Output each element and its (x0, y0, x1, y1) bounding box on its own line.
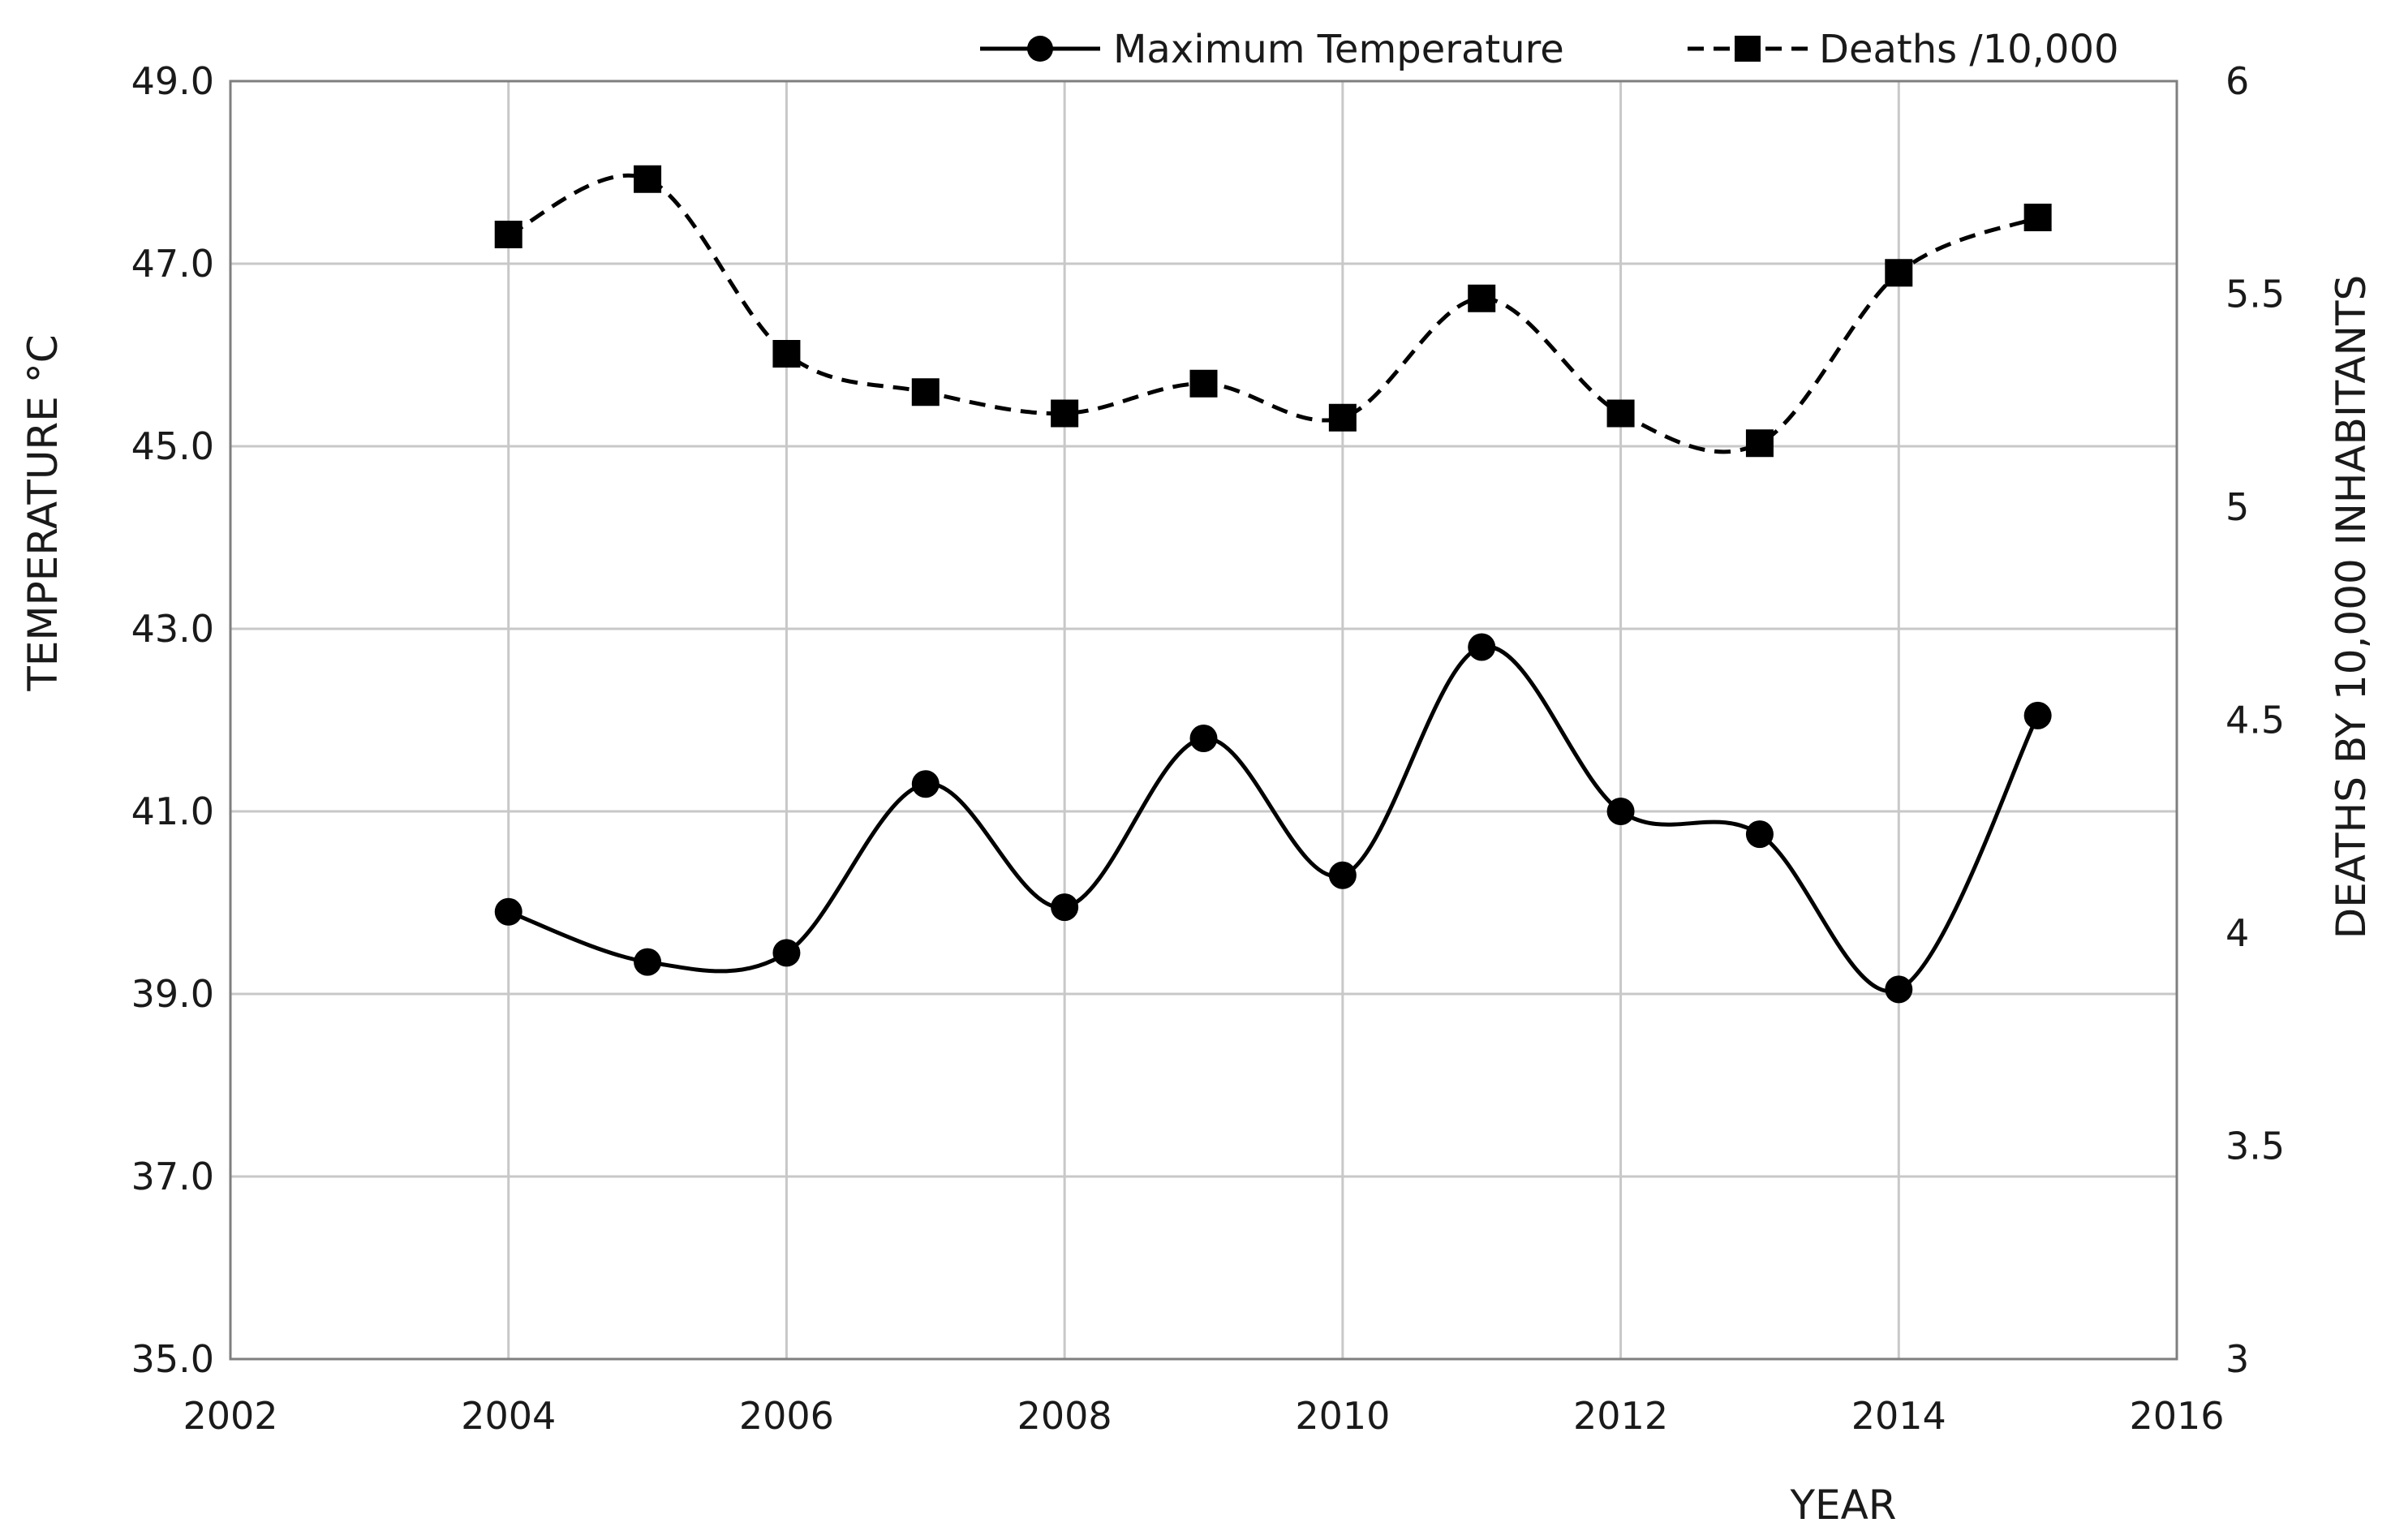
y-tick-label: 39.0 (131, 972, 214, 1016)
y-axis-title: TEMPERATURE °C (19, 334, 67, 691)
temperature-point (634, 948, 662, 976)
temperature-point (494, 897, 522, 926)
temperature-point (1328, 861, 1357, 889)
temperature-point (1885, 975, 1913, 1004)
legend-temperature-label: Maximum Temperature (1113, 27, 1564, 72)
legend-deaths-marker (1735, 36, 1761, 62)
deaths-point (494, 221, 522, 248)
y-tick-label: 49.0 (131, 59, 214, 103)
y-tick-label: 47.0 (131, 242, 214, 286)
y2-tick-label: 5.5 (2225, 273, 2285, 316)
y2-tick-label: 6 (2225, 59, 2249, 103)
x-axis-title: YEAR (1789, 1482, 1896, 1529)
temperature-point (1051, 893, 1079, 922)
y2-axis-title: DEATHS BY 10,000 INHABITANTS (2328, 275, 2375, 940)
legend-deaths-label: Deaths /10,000 (1819, 27, 2119, 72)
temperature-line (507, 644, 2040, 994)
x-tick-label: 2012 (1573, 1394, 1668, 1438)
y2-tick-label: 4.5 (2225, 699, 2285, 742)
y2-tick-label: 3 (2225, 1337, 2249, 1381)
temperature-point (2023, 701, 2052, 729)
series (494, 165, 2052, 1004)
temperature-point (1745, 820, 1774, 849)
deaths-point (1328, 403, 1357, 432)
deaths-point (911, 378, 940, 407)
deaths-line (507, 173, 2039, 454)
y-tick-label: 43.0 (131, 607, 214, 651)
temperature-point (1606, 798, 1635, 825)
y-tick-label: 45.0 (131, 424, 214, 468)
deaths-point (1468, 284, 1496, 312)
axes: 35.0 37.0 39.0 41.0 43.0 45.0 47.0 49.0 2002 2004… (131, 59, 2286, 1438)
x-tick-label: 2004 (461, 1394, 556, 1438)
series-temperature (494, 633, 2052, 1004)
x-tick-label: 2002 (183, 1394, 277, 1438)
legend-temperature-marker (1027, 36, 1053, 62)
x-tick-label: 2008 (1017, 1394, 1112, 1438)
y2-tick-label: 5 (2225, 485, 2249, 529)
y-tick-label: 41.0 (131, 789, 214, 833)
deaths-point (1885, 259, 1913, 287)
x-tick-label: 2010 (1295, 1394, 1390, 1438)
x-tick-label: 2016 (2129, 1394, 2224, 1438)
temperature-point (1468, 633, 1496, 661)
legend: Maximum Temperature Deaths /10,000 (980, 27, 2119, 72)
y-tick-label: 37.0 (131, 1155, 214, 1198)
deaths-point (1189, 369, 1218, 398)
temperature-point (1189, 725, 1218, 752)
deaths-point (1745, 429, 1774, 458)
deaths-point (2023, 204, 2052, 231)
deaths-point (1606, 399, 1635, 428)
temperature-point (772, 939, 801, 967)
x-tick-label: 2006 (739, 1394, 834, 1438)
y2-tick-label: 4 (2225, 911, 2249, 955)
deaths-point (772, 340, 801, 368)
y-tick-label: 35.0 (131, 1337, 214, 1381)
y2-tick-label: 3.5 (2225, 1125, 2285, 1168)
plot-area-frame (229, 80, 2178, 1361)
series-deaths (494, 165, 2052, 458)
temperature-point (911, 770, 940, 798)
deaths-point (634, 165, 662, 193)
x-tick-label: 2014 (1851, 1394, 1946, 1438)
deaths-point (1051, 399, 1079, 428)
